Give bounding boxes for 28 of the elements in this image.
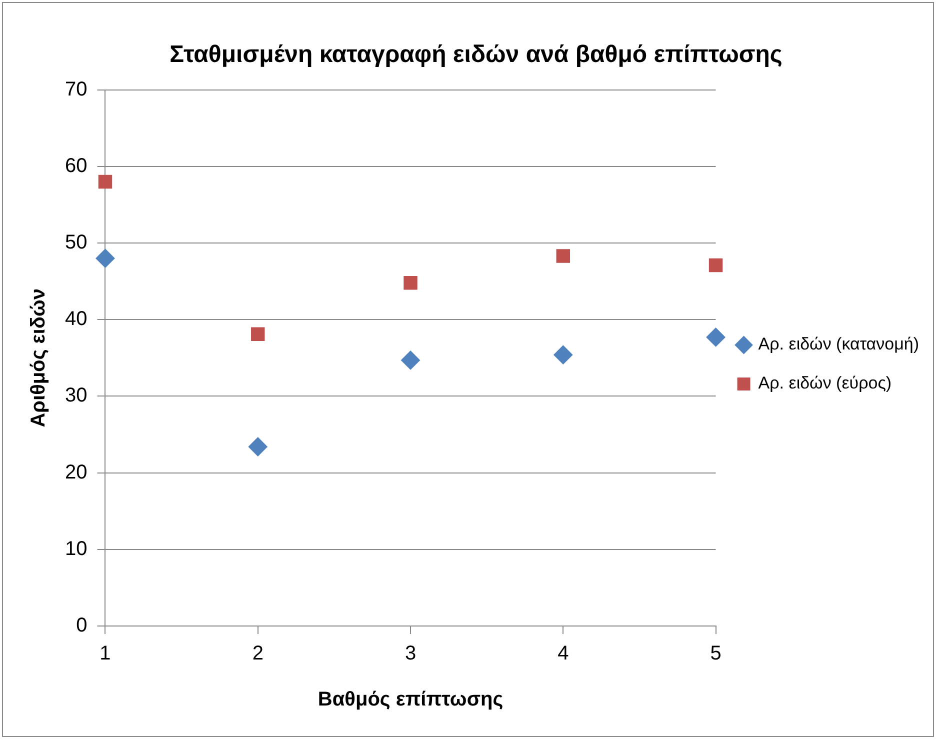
y-tick-label: 10 bbox=[64, 538, 88, 560]
chart-title: Σταθμισμένη καταγραφή ειδών ανά βαθμό επίπτωσης bbox=[170, 41, 782, 68]
x-axis-title: Βαθμός επίπτωσης bbox=[318, 688, 504, 711]
x-tick-label: 5 bbox=[710, 642, 722, 665]
legend-label: Αρ. ειδών (εύρος) bbox=[758, 374, 892, 393]
point bbox=[556, 249, 570, 263]
x-tick-label: 2 bbox=[252, 642, 264, 665]
x-tick-label: 4 bbox=[558, 642, 569, 665]
y-tick-label: 70 bbox=[64, 78, 88, 100]
point bbox=[401, 350, 420, 370]
y-tick-label: 40 bbox=[64, 308, 88, 330]
x-tick-label: 1 bbox=[100, 642, 111, 665]
point bbox=[98, 174, 112, 189]
point bbox=[248, 437, 268, 456]
y-tick-label: 50 bbox=[64, 232, 88, 254]
y-tick-label: 30 bbox=[64, 384, 88, 407]
point bbox=[706, 328, 726, 347]
y-tick-label: 0 bbox=[76, 614, 88, 637]
point bbox=[251, 327, 265, 342]
y-tick-label: 20 bbox=[64, 461, 88, 484]
point bbox=[404, 276, 418, 290]
point bbox=[96, 248, 115, 268]
y-tick-label: 60 bbox=[64, 154, 88, 177]
x-tick-label: 3 bbox=[404, 642, 416, 665]
legend-label: Αρ. ειδών (κατανομή) bbox=[758, 334, 920, 354]
y-axis-title: Αριθμός ειδών bbox=[28, 288, 50, 428]
point bbox=[708, 258, 723, 272]
point bbox=[554, 345, 573, 364]
